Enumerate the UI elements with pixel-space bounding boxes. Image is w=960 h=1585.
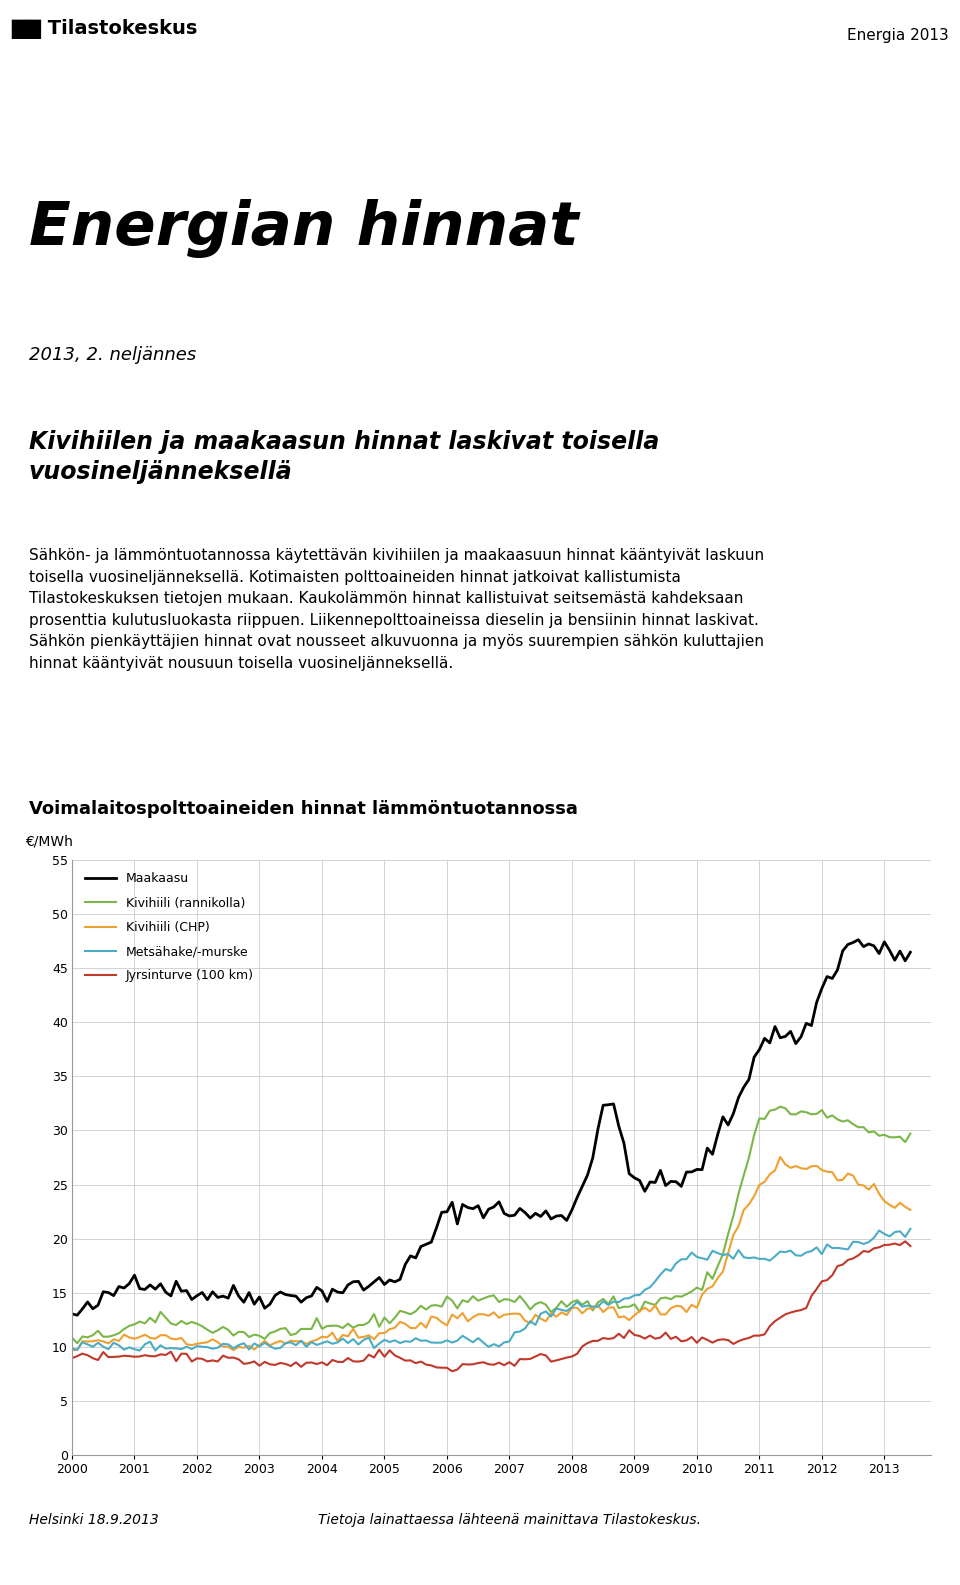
Text: Tietoja lainattaessa lähteenä mainittava Tilastokeskus.: Tietoja lainattaessa lähteenä mainittava… <box>318 1514 701 1528</box>
Kivihiili (CHP) <box>139 1325 151 1344</box>
Line: Kivihiili (CHP): Kivihiili (CHP) <box>72 1157 910 1350</box>
Maakaasu <box>144 1276 156 1295</box>
Text: €/MWh: €/MWh <box>25 834 73 848</box>
Maakaasu <box>852 930 864 949</box>
Maakaasu <box>342 1276 353 1295</box>
Jyrsinturve (100 km) <box>743 1328 755 1347</box>
Line: Jyrsinturve (100 km): Jyrsinturve (100 km) <box>72 1241 910 1371</box>
Jyrsinturve (100 km) <box>139 1346 151 1365</box>
Line: Kivihiili (rannikolla): Kivihiili (rannikolla) <box>72 1106 910 1342</box>
Maakaasu <box>71 1306 83 1325</box>
Maakaasu <box>904 943 916 962</box>
Metsähake/-murske <box>139 1335 151 1354</box>
Jyrsinturve (100 km) <box>623 1320 635 1339</box>
Text: Kivihiilen ja maakaasun hinnat laskivat toisella
vuosineljänneksellä: Kivihiilen ja maakaasun hinnat laskivat … <box>29 430 660 483</box>
Kivihiili (CHP) <box>775 1148 786 1167</box>
Text: Helsinki 18.9.2013: Helsinki 18.9.2013 <box>29 1514 158 1528</box>
Kivihiili (rannikolla) <box>743 1148 755 1167</box>
Metsähake/-murske <box>348 1330 359 1349</box>
Kivihiili (rannikolla) <box>623 1297 635 1316</box>
Metsähake/-murske <box>743 1249 755 1268</box>
Kivihiili (CHP) <box>66 1341 78 1360</box>
Metsähake/-murske <box>342 1333 353 1352</box>
Kivihiili (CHP) <box>732 1217 744 1236</box>
Kivihiili (CHP) <box>342 1327 353 1346</box>
Line: Metsähake/-murske: Metsähake/-murske <box>72 1228 910 1350</box>
Metsähake/-murske <box>150 1341 161 1360</box>
Kivihiili (rannikolla) <box>738 1167 750 1186</box>
Maakaasu <box>348 1273 359 1292</box>
Text: Sähkön- ja lämmöntuotannossa käytettävän kivihiilen ja maakaasuun hinnat kääntyi: Sähkön- ja lämmöntuotannossa käytettävän… <box>29 548 764 670</box>
Text: 2013, 2. neljännes: 2013, 2. neljännes <box>29 346 196 363</box>
Jyrsinturve (100 km) <box>337 1352 348 1371</box>
Metsähake/-murske <box>904 1219 916 1238</box>
Jyrsinturve (100 km) <box>342 1349 353 1368</box>
Metsähake/-murske <box>66 1339 78 1358</box>
Kivihiili (CHP) <box>904 1200 916 1219</box>
Maakaasu <box>623 1163 635 1182</box>
Jyrsinturve (100 km) <box>900 1232 911 1251</box>
Kivihiili (rannikolla) <box>144 1308 156 1327</box>
Jyrsinturve (100 km) <box>446 1362 458 1381</box>
Maakaasu <box>738 1078 750 1097</box>
Kivihiili (rannikolla) <box>66 1328 78 1347</box>
Kivihiili (CHP) <box>337 1325 348 1344</box>
Metsähake/-murske <box>623 1289 635 1308</box>
Legend: Maakaasu, Kivihiili (rannikolla), Kivihiili (CHP), Metsähake/-murske, Jyrsinturv: Maakaasu, Kivihiili (rannikolla), Kivihi… <box>79 867 260 989</box>
Kivihiili (CHP) <box>618 1308 630 1327</box>
Kivihiili (rannikolla) <box>71 1333 83 1352</box>
Text: ██ Tilastokeskus: ██ Tilastokeskus <box>12 19 198 40</box>
Text: Energia 2013: Energia 2013 <box>847 29 948 43</box>
Text: Voimalaitospolttoaineiden hinnat lämmöntuotannossa: Voimalaitospolttoaineiden hinnat lämmönt… <box>29 800 578 818</box>
Kivihiili (CHP) <box>738 1200 750 1219</box>
Kivihiili (rannikolla) <box>348 1319 359 1338</box>
Jyrsinturve (100 km) <box>738 1330 750 1349</box>
Kivihiili (rannikolla) <box>775 1097 786 1116</box>
Metsähake/-murske <box>738 1247 750 1266</box>
Maakaasu <box>743 1070 755 1089</box>
Kivihiili (rannikolla) <box>342 1314 353 1333</box>
Jyrsinturve (100 km) <box>904 1236 916 1255</box>
Jyrsinturve (100 km) <box>66 1349 78 1368</box>
Kivihiili (rannikolla) <box>904 1124 916 1143</box>
Text: Energian hinnat: Energian hinnat <box>29 198 579 257</box>
Maakaasu <box>66 1304 78 1323</box>
Line: Maakaasu: Maakaasu <box>72 940 910 1316</box>
